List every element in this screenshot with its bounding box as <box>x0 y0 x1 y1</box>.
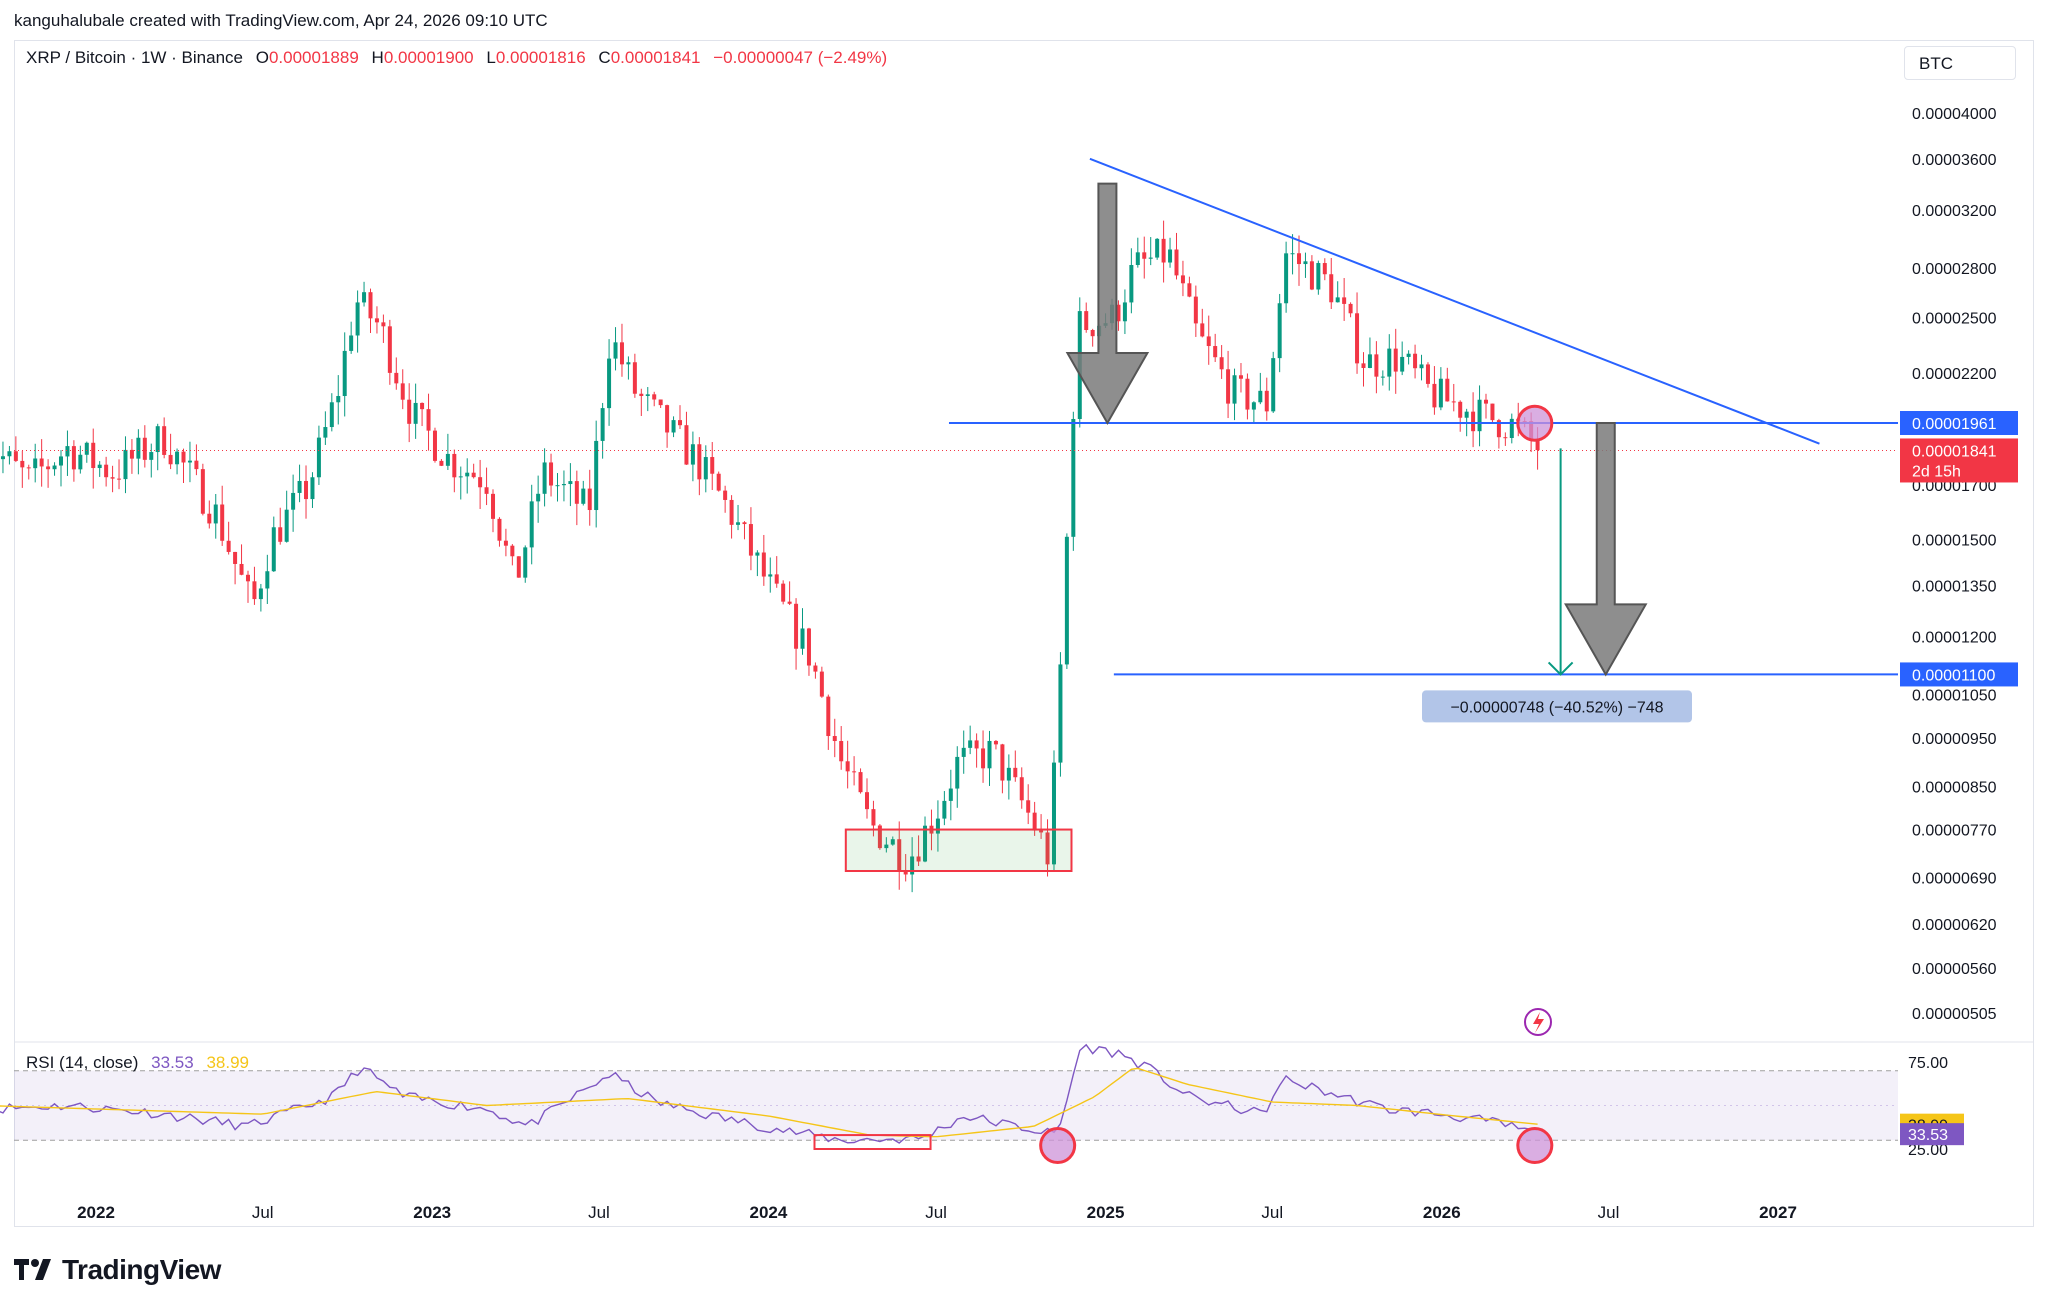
high-value: 0.00001900 <box>383 48 474 67</box>
rsi-title[interactable]: RSI (14, close) <box>26 1053 139 1072</box>
low-label: L <box>486 48 496 67</box>
tradingview-logo[interactable]: TradingView <box>14 1254 221 1286</box>
close-label: C <box>598 48 611 67</box>
high-label: H <box>371 48 384 67</box>
attribution: kanguhalubale created with TradingView.c… <box>14 11 548 30</box>
symbol-legend: XRP / Bitcoin · 1W · Binance O0.00001889… <box>26 48 887 68</box>
open-label: O <box>255 48 269 67</box>
rsi-value: 33.53 <box>151 1053 194 1072</box>
tradingview-logo-icon <box>14 1259 51 1280</box>
candle-body <box>0 456 5 460</box>
open-value: 0.00001889 <box>268 48 359 67</box>
rsi-ma-value: 38.99 <box>206 1053 249 1072</box>
brand-name: TradingView <box>62 1254 221 1285</box>
symbol-title[interactable]: XRP / Bitcoin · 1W · Binance <box>26 48 243 67</box>
currency-button[interactable]: BTC <box>1904 46 2016 80</box>
chart-frame <box>14 40 2034 1227</box>
rsi-legend: RSI (14, close) 33.53 38.99 <box>26 1053 249 1073</box>
candle-body <box>7 451 12 457</box>
change-value: −0.00000047 (−2.49%) <box>713 48 888 67</box>
close-value: 0.00001841 <box>610 48 701 67</box>
low-value: 0.00001816 <box>495 48 586 67</box>
